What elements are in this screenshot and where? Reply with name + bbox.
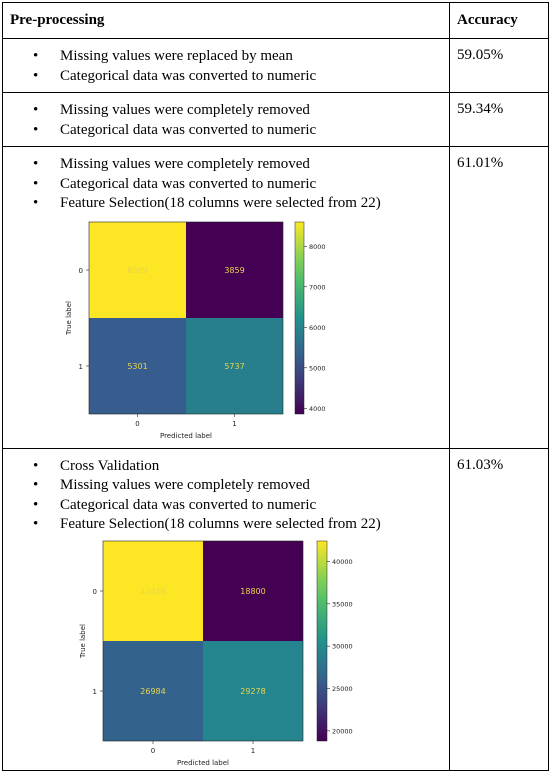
colorbar-tick-label: 30000 bbox=[332, 642, 353, 650]
x-tick-label: 0 bbox=[151, 747, 155, 755]
matrix-cell bbox=[89, 317, 186, 414]
cell-value-label: 18800 bbox=[240, 587, 265, 596]
y-tick-label: 0 bbox=[79, 267, 83, 275]
bullet-list: Missing values were completely removed C… bbox=[3, 93, 449, 140]
accuracy-cell: 59.05% bbox=[449, 38, 549, 93]
y-tick-label: 1 bbox=[79, 363, 83, 371]
x-tick-label: 1 bbox=[251, 747, 255, 755]
preprocessing-cell: Missing values were completely removed C… bbox=[2, 92, 450, 147]
matrix-frame bbox=[102, 540, 304, 741]
header-accuracy: Accuracy bbox=[449, 2, 549, 39]
colorbar-tick-label: 40000 bbox=[332, 557, 353, 565]
y-tick-label: 1 bbox=[93, 688, 97, 696]
y-axis-label: True label bbox=[65, 300, 73, 335]
cell-value-label: 29278 bbox=[240, 687, 265, 696]
x-tick-label: 1 bbox=[232, 420, 236, 428]
matrix-cell bbox=[186, 317, 283, 414]
preprocessing-cell: Missing values were replaced by mean Cat… bbox=[2, 38, 450, 93]
cell-value-label: 3859 bbox=[224, 266, 244, 275]
colorbar-tick-label: 4000 bbox=[309, 404, 326, 412]
accuracy-cell: 61.03% bbox=[449, 447, 549, 771]
colorbar-tick-label: 7000 bbox=[309, 283, 326, 291]
confusion-matrix-chart: 8599 3859 5301 5737 0 1 0 1 Predicted label True … bbox=[65, 221, 326, 440]
bullet-list: Missing values were completely removed C… bbox=[3, 147, 449, 214]
colorbar-tick-label: 20000 bbox=[332, 727, 353, 735]
table-row: Missing values were replaced by mean Cat… bbox=[2, 38, 549, 93]
matrix-frame bbox=[88, 221, 284, 414]
bullet-list: Cross Validation Missing values were com… bbox=[3, 449, 449, 535]
matrix-cell bbox=[103, 640, 203, 741]
list-item: Missing values were replaced by mean bbox=[33, 47, 449, 67]
matrix-cell bbox=[203, 540, 303, 641]
preprocessing-cell: Cross Validation Missing values were com… bbox=[2, 447, 450, 771]
cell-value-label: 5737 bbox=[224, 362, 244, 371]
cell-value-label: 42418 bbox=[140, 587, 165, 596]
bullet-list: Missing values were replaced by mean Cat… bbox=[3, 39, 449, 86]
y-axis-label: True label bbox=[79, 623, 87, 658]
list-item: Cross Validation bbox=[33, 457, 449, 477]
cell-value-label: 26984 bbox=[140, 687, 165, 696]
confusion-matrix-chart: 42418 18800 26984 29278 0 1 0 1 Predicted label T… bbox=[79, 540, 353, 767]
list-item: Categorical data was converted to numeri… bbox=[33, 67, 449, 87]
cell-value-label: 8599 bbox=[127, 266, 147, 275]
accuracy-cell: 61.01% bbox=[449, 146, 549, 449]
colorbar-tick-label: 25000 bbox=[332, 684, 353, 692]
colorbar bbox=[294, 221, 305, 414]
preprocessing-cell: Missing values were completely removed C… bbox=[2, 146, 450, 449]
table-row: Cross Validation Missing values were com… bbox=[2, 447, 549, 771]
list-item: Feature Selection(18 columns were select… bbox=[33, 515, 449, 535]
header-preprocessing: Pre-processing bbox=[2, 2, 450, 39]
table-row: Missing values were completely removed C… bbox=[2, 92, 549, 147]
x-tick-label: 0 bbox=[135, 420, 139, 428]
list-item: Missing values were completely removed bbox=[33, 155, 449, 175]
matrix-cell bbox=[186, 221, 283, 318]
matrix-cell bbox=[89, 221, 186, 318]
list-item: Categorical data was converted to numeri… bbox=[33, 121, 449, 141]
colorbar-tick-label: 8000 bbox=[309, 242, 326, 250]
list-item: Categorical data was converted to numeri… bbox=[33, 175, 449, 195]
colorbar-tick-label: 5000 bbox=[309, 364, 326, 372]
matrix-cell bbox=[103, 540, 203, 641]
table-row: Missing values were completely removed C… bbox=[2, 146, 549, 449]
cell-value-label: 5301 bbox=[127, 362, 147, 371]
colorbar bbox=[316, 540, 328, 741]
header-row: Pre-processing Accuracy bbox=[2, 2, 549, 39]
list-item: Missing values were completely removed bbox=[33, 101, 449, 121]
x-axis-label: Predicted label bbox=[177, 759, 229, 767]
matrix-cell bbox=[203, 640, 303, 741]
list-item: Missing values were completely removed bbox=[33, 476, 449, 496]
list-item: Feature Selection(18 columns were select… bbox=[33, 194, 449, 214]
y-tick-label: 0 bbox=[93, 588, 97, 596]
list-item: Categorical data was converted to numeri… bbox=[33, 496, 449, 516]
colorbar-tick-label: 35000 bbox=[332, 600, 353, 608]
accuracy-cell: 59.34% bbox=[449, 92, 549, 147]
x-axis-label: Predicted label bbox=[160, 432, 212, 440]
colorbar-tick-label: 6000 bbox=[309, 323, 326, 331]
